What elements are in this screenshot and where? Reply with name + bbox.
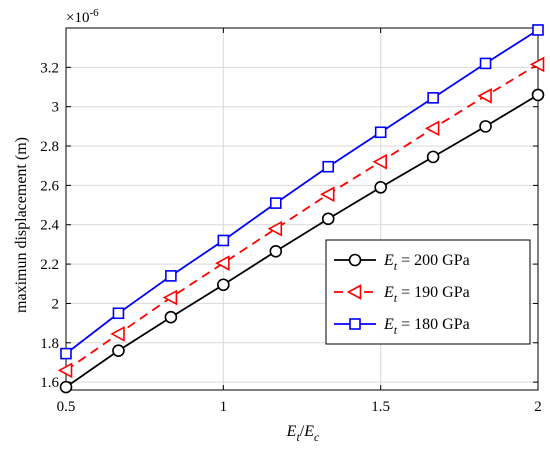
- data-point-circle: [321, 212, 335, 226]
- data-point-triangle: [215, 255, 230, 271]
- data-point-square: [60, 347, 72, 360]
- exponent-label: ×10-6: [66, 7, 99, 26]
- legend-label: Et = 200 GPa: [383, 252, 470, 273]
- x-tick-label: 1: [220, 399, 228, 415]
- data-point-square: [217, 234, 230, 247]
- series-line: [65, 94, 539, 388]
- data-point-circle: [426, 150, 440, 164]
- y-tick-label: 2.6: [40, 178, 59, 194]
- data-point-triangle: [110, 326, 125, 342]
- data-point-circle: [59, 380, 73, 394]
- data-point-circle: [479, 120, 492, 133]
- series-0: [59, 88, 545, 394]
- data-point-triangle: [267, 220, 283, 237]
- grid: [65, 28, 539, 390]
- data-point-triangle: [57, 362, 73, 379]
- data-point-circle: [217, 278, 230, 292]
- y-tick-label: 3.2: [40, 60, 59, 76]
- legend-label: Et = 180 GPa: [383, 316, 470, 337]
- y-tick-label: 2.8: [40, 139, 59, 155]
- x-axis-label: Et/Ec: [286, 423, 320, 444]
- data-point-circle: [531, 88, 545, 102]
- data-point-square: [532, 24, 544, 36]
- data-point-square: [112, 307, 125, 320]
- data-point-square: [322, 160, 335, 173]
- y-tick-label: 1.6: [40, 375, 59, 391]
- data-point-triangle: [529, 56, 545, 73]
- series-layer: [57, 24, 545, 394]
- data-point-triangle: [424, 120, 440, 137]
- y-tick-label: 3: [52, 100, 60, 116]
- data-point-circle: [348, 253, 362, 267]
- data-point-circle: [374, 181, 387, 194]
- data-point-triangle: [162, 289, 178, 306]
- data-point-square: [269, 197, 282, 209]
- legend-label: Et = 190 GPa: [383, 284, 470, 305]
- data-point-triangle: [372, 153, 387, 170]
- data-point-square: [349, 318, 361, 330]
- x-tick-label: 0.5: [57, 399, 76, 415]
- series-line: [65, 63, 539, 372]
- y-axis-label: maximun displacement (m): [13, 137, 30, 313]
- data-point-square: [427, 92, 439, 104]
- data-point-circle: [269, 244, 283, 258]
- series-1: [57, 56, 545, 379]
- data-point-triangle: [477, 88, 492, 104]
- data-point-square: [479, 57, 492, 70]
- data-point-triangle: [320, 186, 335, 203]
- data-point-square: [165, 270, 177, 282]
- x-tick-label: 1.5: [371, 399, 390, 415]
- y-tick-label: 2: [52, 296, 60, 312]
- series-2: [60, 24, 544, 360]
- data-point-triangle: [346, 284, 362, 300]
- series-line: [65, 29, 539, 355]
- x-tick-label: 2: [534, 399, 542, 415]
- y-tick-label: 2.4: [40, 218, 59, 234]
- axes: 0.5 1 1.5 2 1.6 1.8 2 2.2 2.4 2.6 2.8 3 3.2: [40, 27, 542, 415]
- data-point-square: [374, 126, 387, 139]
- legend: Et = 200 GPa Et = 190 GPa Et = 180 GPa: [325, 239, 531, 345]
- y-tick-label: 1.8: [40, 336, 59, 352]
- data-point-circle: [112, 344, 125, 357]
- data-point-circle: [164, 310, 178, 324]
- y-tick-label: 2.2: [40, 257, 59, 273]
- plot-frame: [65, 27, 539, 391]
